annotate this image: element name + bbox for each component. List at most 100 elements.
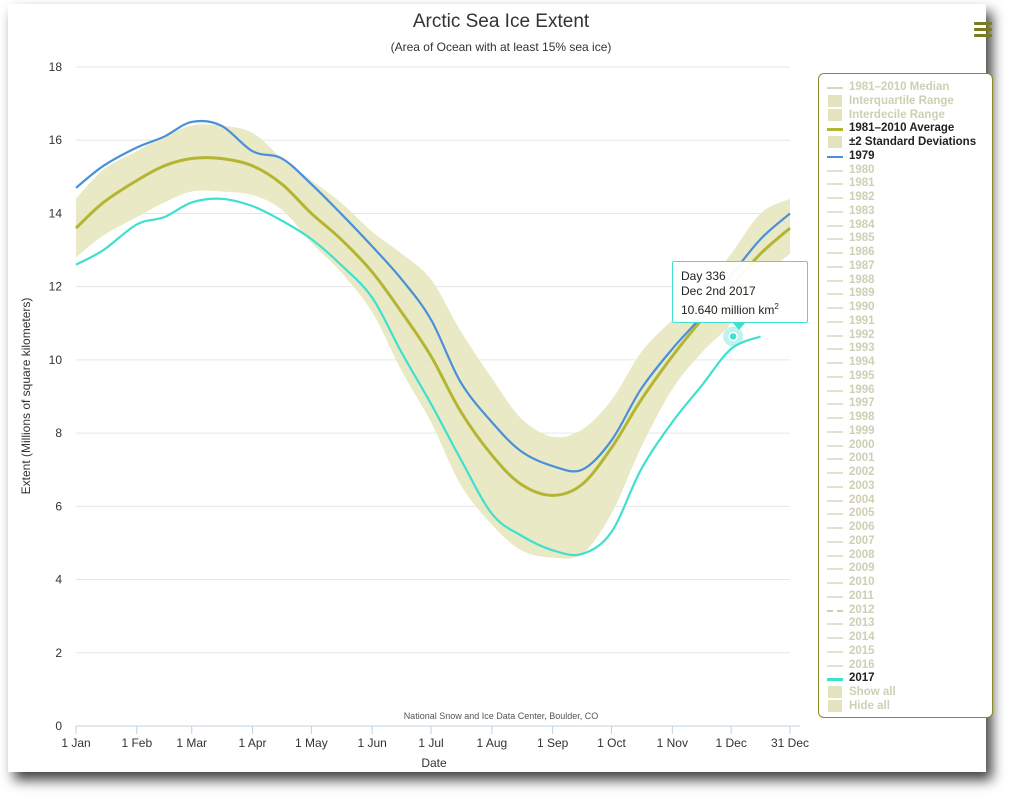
- legend-item[interactable]: 1999: [825, 425, 992, 439]
- legend-symbol: [827, 315, 843, 328]
- legend-item[interactable]: 1991: [825, 315, 992, 329]
- legend-item[interactable]: 1997: [825, 397, 992, 411]
- legend-item[interactable]: 2012: [825, 604, 992, 618]
- legend-label: 2003: [849, 479, 875, 492]
- legend-symbol: [827, 150, 843, 163]
- legend-item[interactable]: 1987: [825, 260, 992, 274]
- legend-item[interactable]: 2010: [825, 576, 992, 590]
- legend-swatch: [827, 128, 843, 131]
- legend-item[interactable]: 2000: [825, 439, 992, 453]
- legend-item[interactable]: 1993: [825, 342, 992, 356]
- x-tick-label: 1 Apr: [239, 736, 267, 750]
- legend-item[interactable]: 1980: [825, 164, 992, 178]
- legend-label: 1987: [849, 259, 875, 272]
- hamburger-menu-icon[interactable]: [974, 22, 992, 38]
- legend-label: 1981: [849, 177, 875, 190]
- legend-symbol: [827, 452, 843, 465]
- legend-item[interactable]: 1979: [825, 150, 992, 164]
- legend-swatch: [827, 403, 843, 406]
- legend-item[interactable]: 2005: [825, 507, 992, 521]
- legend-item[interactable]: ±2 Standard Deviations: [825, 136, 992, 150]
- legend-item[interactable]: Hide all: [825, 699, 992, 714]
- legend-item[interactable]: 1981–2010 Average: [825, 122, 992, 136]
- legend-item[interactable]: Interquartile Range: [825, 94, 992, 109]
- legend-swatch: [827, 444, 843, 447]
- legend-item[interactable]: 2009: [825, 562, 992, 576]
- legend-item[interactable]: 1983: [825, 205, 992, 219]
- legend-symbol: [827, 617, 843, 630]
- legend-item[interactable]: 1998: [825, 411, 992, 425]
- legend-item[interactable]: 1981–2010 Median: [825, 81, 992, 95]
- legend-item[interactable]: 2017: [825, 672, 992, 686]
- legend-symbol: [827, 645, 843, 658]
- legend-item[interactable]: 1985: [825, 232, 992, 246]
- legend-item[interactable]: 1989: [825, 287, 992, 301]
- legend-swatch: [827, 320, 843, 323]
- legend-symbol: [827, 494, 843, 507]
- legend-item[interactable]: 2006: [825, 521, 992, 535]
- tooltip-day: Day 336: [681, 269, 726, 283]
- legend-item[interactable]: Show all: [825, 686, 992, 700]
- legend-symbol: [827, 342, 843, 355]
- legend-item[interactable]: 1986: [825, 246, 992, 260]
- legend-swatch: [827, 568, 843, 571]
- legend-symbol: [827, 604, 843, 617]
- legend-item[interactable]: 1990: [825, 301, 992, 315]
- legend-item[interactable]: 2004: [825, 494, 992, 508]
- legend-swatch: [827, 595, 843, 598]
- legend-symbol: [827, 439, 843, 452]
- legend-item[interactable]: 2001: [825, 452, 992, 466]
- legend-label: 1997: [849, 397, 875, 410]
- legend-symbol: [827, 397, 843, 410]
- y-tick-label: 14: [49, 206, 63, 220]
- legend-label: 1981–2010 Average: [849, 122, 955, 135]
- legend-item[interactable]: 2007: [825, 535, 992, 549]
- legend-label: 2012: [849, 603, 875, 616]
- legend-item[interactable]: 1981: [825, 177, 992, 191]
- legend-item[interactable]: 2003: [825, 480, 992, 494]
- legend-label: Interdecile Range: [849, 108, 945, 121]
- legend-swatch: [827, 554, 843, 557]
- x-tick-label: 1 Jul: [418, 736, 443, 750]
- legend-label: 1986: [849, 246, 875, 258]
- legend-item[interactable]: 1995: [825, 370, 992, 384]
- legend-item[interactable]: 2002: [825, 466, 992, 480]
- legend-item[interactable]: 1992: [825, 329, 992, 343]
- legend-symbol: [827, 466, 843, 479]
- legend-label: 1995: [849, 369, 875, 382]
- legend-symbol: [827, 164, 843, 177]
- legend-symbol: [827, 232, 843, 245]
- legend-symbol: [827, 108, 843, 122]
- legend-label: 2009: [849, 562, 875, 575]
- legend-item[interactable]: 1984: [825, 219, 992, 233]
- legend-label: 2010: [849, 576, 875, 588]
- x-tick-label: 1 Dec: [715, 736, 746, 750]
- legend-item[interactable]: 2016: [825, 659, 992, 673]
- legend-swatch: [828, 136, 842, 148]
- chart-container: Arctic Sea Ice Extent (Area of Ocean wit…: [8, 4, 993, 772]
- y-tick-label: 18: [49, 60, 63, 74]
- hover-point: [728, 331, 738, 342]
- legend-item[interactable]: 1996: [825, 384, 992, 398]
- x-tick-label: 1 Jun: [358, 736, 387, 750]
- legend-item[interactable]: 2015: [825, 645, 992, 659]
- legend-item[interactable]: 1988: [825, 274, 992, 288]
- legend-symbol: [827, 81, 843, 94]
- legend-swatch: [828, 108, 842, 121]
- legend-swatch: [827, 540, 843, 543]
- legend-item[interactable]: 1982: [825, 191, 992, 205]
- legend-swatch: [827, 87, 843, 89]
- legend-item[interactable]: 2013: [825, 617, 992, 631]
- legend-item[interactable]: 2011: [825, 590, 992, 604]
- x-tick-label: 1 Aug: [476, 736, 507, 750]
- legend-symbol: [827, 562, 843, 575]
- axes: 0 2 4 6 8 10 12 14 16 18 1 Jan 1 Feb 1 Mar 1 Apr 1 May…: [49, 60, 809, 750]
- legend-item[interactable]: Interdecile Range: [825, 108, 992, 123]
- tooltip: Day 336 Dec 2nd 2017 10.640 million km2: [672, 261, 808, 323]
- legend-item[interactable]: 2014: [825, 631, 992, 645]
- grid-lines: [76, 66, 790, 654]
- legend-item[interactable]: 2008: [825, 549, 992, 563]
- legend-swatch: [827, 499, 843, 502]
- legend-label: 1996: [849, 383, 875, 396]
- legend-item[interactable]: 1994: [825, 356, 992, 370]
